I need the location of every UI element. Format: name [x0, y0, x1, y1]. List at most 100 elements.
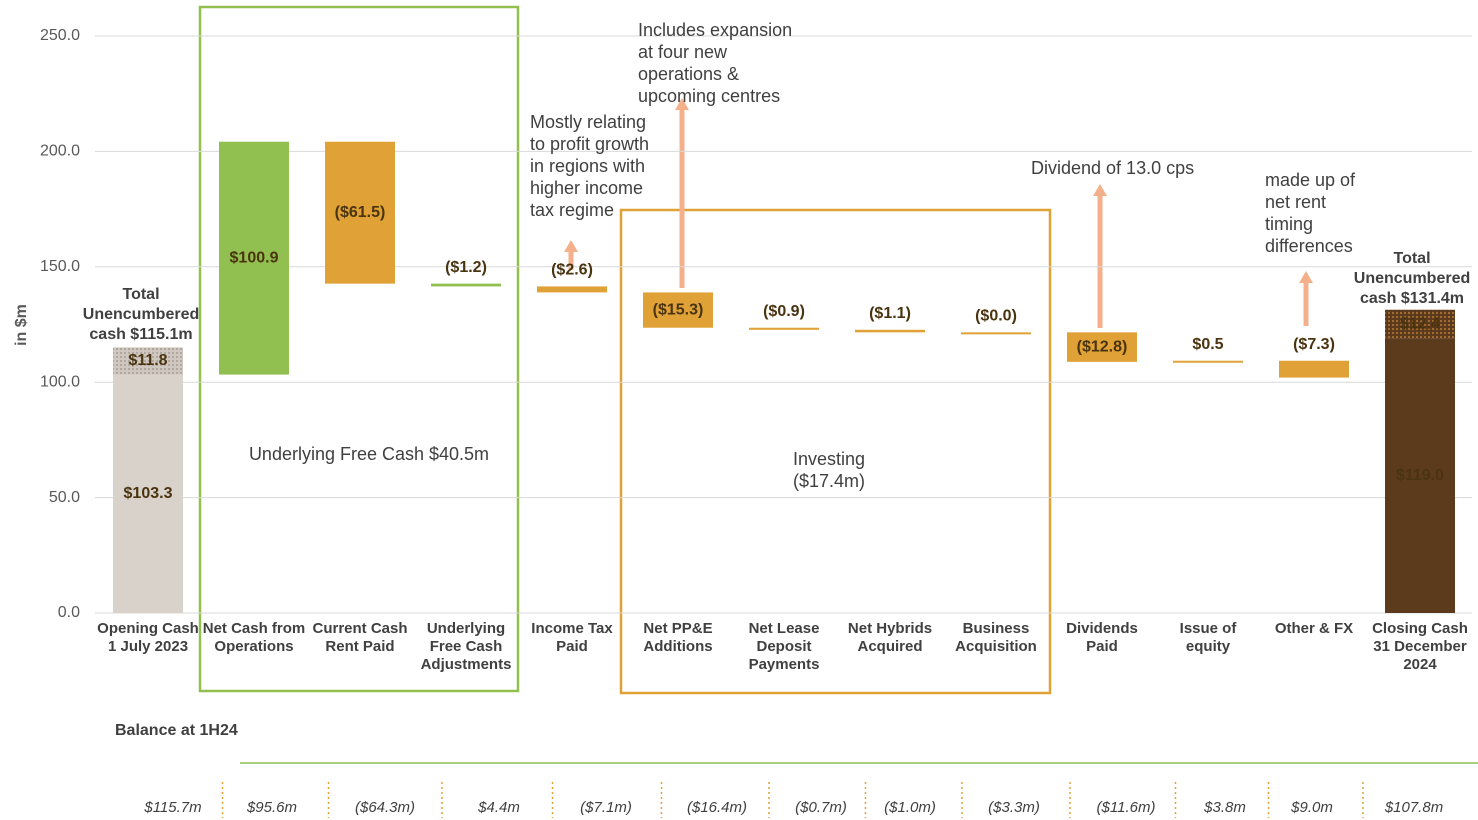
x-tick-label: Current Cash	[312, 620, 407, 637]
x-tick-label: Closing Cash	[1372, 620, 1468, 637]
bar	[855, 329, 925, 333]
bar	[749, 327, 819, 330]
x-tick-label: Net Cash from	[203, 620, 306, 637]
balance-value: $115.7m	[143, 799, 201, 816]
balance-value: $3.8m	[1203, 799, 1246, 816]
x-tick-label: Net PP&E	[643, 620, 712, 637]
y-tick-label: 0.0	[58, 604, 80, 621]
annotation: to profit growth	[530, 134, 649, 154]
value-label: $100.9	[230, 249, 279, 266]
annotation: Unencumbered	[1354, 270, 1470, 287]
bar	[219, 141, 289, 375]
bar	[961, 332, 1031, 335]
y-tick-label: 150.0	[40, 258, 80, 275]
y-tick-label: 250.0	[40, 27, 80, 44]
value-label: ($0.0)	[975, 308, 1017, 325]
annotation: in regions with	[530, 156, 645, 176]
x-tick-label: Free Cash	[430, 638, 503, 655]
x-tick-label: Net Lease	[749, 620, 820, 637]
x-tick-label: Operations	[214, 638, 293, 655]
value-label: $11.8	[128, 352, 167, 369]
annotation: Unencumbered	[83, 306, 199, 323]
annotation: Mostly relating	[530, 112, 646, 132]
balance-value: ($3.3m)	[988, 799, 1040, 816]
x-tick-label: Adjustments	[421, 656, 512, 673]
annotation: upcoming centres	[638, 86, 780, 106]
bar	[1173, 360, 1243, 363]
value-label: ($12.8)	[1077, 338, 1128, 355]
annotation: Dividend of 13.0 cps	[1031, 158, 1194, 178]
bar	[643, 292, 713, 328]
x-tick-label: Other & FX	[1275, 620, 1353, 637]
value-label: ($0.9)	[763, 303, 805, 320]
annotation: Investing	[793, 449, 865, 469]
value-label: $0.5	[1192, 336, 1223, 353]
annotation: timing	[1265, 214, 1313, 234]
value-label: ($1.2)	[445, 259, 487, 276]
annotation: Total	[1393, 250, 1430, 267]
balance-value: $107.8m	[1384, 799, 1443, 816]
x-tick-label: Dividends	[1066, 620, 1138, 637]
annotation: at four new	[638, 42, 728, 62]
annotation: net rent	[1265, 192, 1326, 212]
annotation: operations &	[638, 64, 739, 84]
balance-value: $95.6m	[246, 799, 297, 816]
group-box	[619, 208, 1052, 695]
x-tick-label: Deposit	[756, 638, 811, 655]
x-tick-label: Acquisition	[955, 638, 1037, 655]
x-tick-label: Underlying	[427, 620, 505, 637]
annotation: tax regime	[530, 200, 614, 220]
x-tick-label: Net Hybrids	[848, 620, 932, 637]
bar	[431, 283, 501, 287]
balance-value: $4.4m	[477, 799, 520, 816]
value-label: ($61.5)	[335, 204, 386, 221]
x-tick-label: Issue of	[1180, 620, 1238, 637]
annotation: cash $115.1m	[89, 326, 192, 343]
balance-value: $9.0m	[1290, 799, 1333, 816]
bar	[1385, 338, 1455, 613]
annotation: differences	[1265, 236, 1353, 256]
value-label: ($15.3)	[653, 301, 704, 318]
x-tick-label: Payments	[749, 656, 820, 673]
bar-top	[113, 347, 183, 375]
annotation: ($17.4m)	[793, 471, 865, 491]
bar	[1279, 360, 1349, 378]
value-label: $103.3	[124, 485, 173, 502]
y-tick-label: 50.0	[49, 489, 80, 506]
x-tick-label: Paid	[1086, 638, 1118, 655]
annotation: cash $131.4m	[1360, 290, 1464, 307]
x-tick-label: 1 July 2023	[108, 638, 188, 655]
x-tick-label: Rent Paid	[325, 638, 394, 655]
x-tick-label: Acquired	[857, 638, 922, 655]
x-tick-label: Opening Cash	[97, 620, 199, 637]
y-tick-label: 100.0	[40, 373, 80, 390]
annotation: Includes expansion	[638, 20, 792, 40]
x-tick-label: Additions	[643, 638, 712, 655]
value-label: ($2.6)	[551, 262, 593, 279]
balance-value: ($0.7m)	[795, 799, 847, 816]
value-label: ($1.1)	[869, 305, 911, 322]
annotation: higher income	[530, 178, 643, 198]
y-tick-label: 200.0	[40, 143, 80, 160]
annotation: Total	[122, 286, 159, 303]
x-tick-label: equity	[1186, 638, 1231, 655]
value-label: $12.4	[1400, 315, 1440, 332]
balance-title: Balance at 1H24	[115, 722, 238, 739]
balance-value: ($11.6m)	[1097, 799, 1156, 816]
annotation: Underlying Free Cash $40.5m	[249, 444, 489, 464]
arrows	[564, 98, 1313, 328]
bar-top	[1385, 309, 1455, 339]
balance-value: ($16.4m)	[687, 799, 747, 816]
x-tick-label: Paid	[556, 638, 588, 655]
x-tick-label: Business	[963, 620, 1030, 637]
group-box	[198, 5, 520, 693]
value-label: $119.0	[1396, 467, 1444, 484]
bar	[325, 141, 395, 284]
bar	[537, 286, 607, 293]
balance-value: ($7.1m)	[580, 799, 632, 816]
x-tick-label: Income Tax	[531, 620, 613, 637]
annotation: made up of	[1265, 170, 1356, 190]
x-tick-label: 31 December	[1373, 638, 1467, 655]
bar	[113, 374, 183, 613]
